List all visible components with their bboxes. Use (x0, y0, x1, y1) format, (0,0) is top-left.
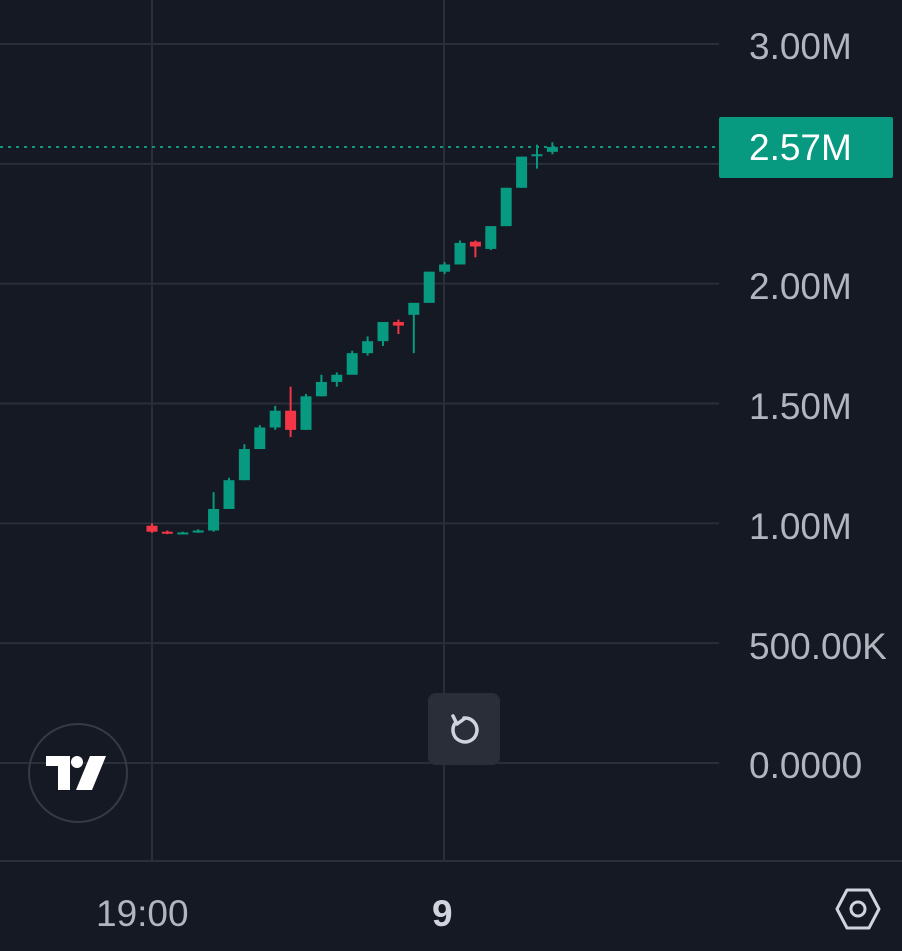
candle (300, 393, 312, 430)
candle-body (362, 341, 374, 354)
candle-body (377, 322, 389, 342)
candle-body (392, 322, 404, 326)
price-label-1-5m: 1.50M (749, 386, 852, 427)
candle-body (208, 508, 220, 531)
candle-body (269, 410, 281, 428)
candle (269, 405, 281, 430)
price-label-2m: 2.00M (749, 266, 852, 307)
candle (177, 531, 189, 535)
candle (408, 302, 420, 354)
candle-body (346, 353, 358, 375)
candle-body (423, 271, 435, 303)
candle (423, 271, 435, 303)
candle-body (531, 154, 543, 157)
candle-body (177, 532, 189, 535)
candle (377, 322, 389, 346)
candle-body (546, 147, 558, 152)
settings-hexagon-icon (835, 888, 881, 930)
candle-body (408, 302, 420, 315)
reset-chart-icon (451, 714, 479, 744)
candle (546, 142, 558, 155)
candles (146, 142, 558, 535)
candle-body (161, 531, 173, 534)
candle-body (254, 427, 266, 450)
time-label-1900: 19:00 (96, 893, 189, 934)
candle (223, 477, 235, 509)
candle (516, 156, 528, 188)
candle-body (285, 410, 297, 430)
time-label-day-9: 9 (432, 893, 453, 934)
candle (362, 336, 374, 356)
candle (208, 492, 220, 532)
candle-body (500, 187, 512, 227)
candle (469, 240, 481, 258)
price-label-1m: 1.00M (749, 506, 852, 547)
candle-body (454, 242, 466, 265)
candle-body (223, 480, 235, 509)
candle (315, 374, 327, 397)
candle (346, 350, 358, 375)
candle (531, 144, 543, 169)
candle (454, 240, 466, 265)
tradingview-logo-icon (46, 756, 106, 790)
candle (146, 523, 158, 533)
candle (485, 226, 497, 251)
tradingview-logo-button[interactable] (28, 723, 128, 823)
candle (439, 262, 451, 275)
candle (161, 530, 173, 535)
candle-body (516, 156, 528, 188)
candle (331, 372, 343, 387)
candle (500, 187, 512, 227)
candle-body (238, 449, 250, 481)
last-price-tag: 2.57M (719, 117, 893, 178)
settings-button[interactable] (834, 885, 882, 933)
candle-body (146, 525, 158, 532)
candle-body (331, 374, 343, 382)
candle-body (469, 241, 481, 247)
candle (192, 529, 204, 533)
price-label-zero: 0.0000 (749, 745, 863, 786)
candle-body (192, 530, 204, 533)
grid-lines (0, 0, 902, 862)
reset-chart-button[interactable] (428, 693, 500, 765)
price-label-3m: 3.00M (749, 26, 852, 67)
candle (285, 386, 297, 438)
candle-body (439, 264, 451, 272)
candle-body (300, 396, 312, 430)
candle-body (485, 226, 497, 249)
candle (254, 425, 266, 450)
candle-body (315, 381, 327, 397)
price-label-500k: 500.00K (749, 626, 887, 667)
candle (392, 319, 404, 334)
candle (238, 444, 250, 481)
